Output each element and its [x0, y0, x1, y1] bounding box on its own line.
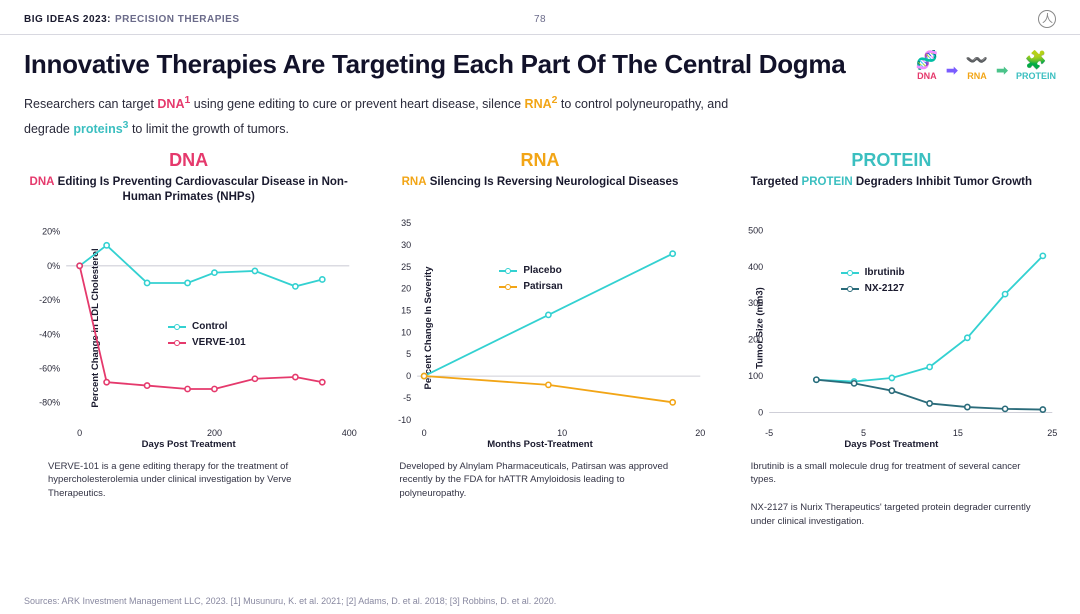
svg-text:0: 0	[406, 371, 411, 381]
svg-text:20: 20	[401, 283, 411, 293]
svg-text:25: 25	[1047, 427, 1057, 437]
svg-text:5: 5	[861, 427, 866, 437]
dna-subtitle: DNA Editing Is Preventing Cardiovascular…	[18, 175, 359, 207]
svg-text:200: 200	[207, 427, 222, 437]
dna-panel: DNA DNA Editing Is Preventing Cardiovasc…	[18, 150, 359, 529]
dna-chart: Percent Change in LDL Cholesterol 20%0%-…	[18, 213, 359, 443]
dna-icon: 🧬	[916, 51, 938, 69]
svg-text:500: 500	[748, 225, 763, 235]
dna-caption: VERVE-101 is a gene editing therapy for …	[18, 450, 359, 501]
sources-text: Sources: ARK Investment Management LLC, …	[24, 596, 556, 606]
dogma-rna-label: RNA	[967, 71, 987, 81]
arrow-icon: ➡	[996, 62, 1008, 79]
svg-text:20%: 20%	[42, 226, 60, 236]
rna-icon: 〰️	[966, 51, 988, 69]
protein-chart: Tumor Size (mm3) 5004003002001000-551525…	[721, 213, 1062, 443]
svg-text:-40%: -40%	[39, 329, 60, 339]
rna-heading: RNA	[520, 150, 559, 171]
protein-subtitle: Targeted PROTEIN Degraders Inhibit Tumor…	[751, 175, 1032, 207]
svg-text:200: 200	[748, 334, 763, 344]
rna-legend: PlaceboPatirsan	[499, 263, 562, 295]
rna-chart: Percent Change In Severity 3530252015105…	[369, 213, 710, 443]
svg-text:100: 100	[748, 371, 763, 381]
header-section: PRECISION THERAPIES	[115, 14, 240, 25]
rna-panel: RNA RNA Silencing Is Reversing Neurologi…	[369, 150, 710, 529]
intro-text: Researchers can target DNA1 using gene e…	[0, 85, 760, 146]
central-dogma-diagram: 🧬 DNA ➡ 〰️ RNA ➡ 🧩 PROTEIN	[916, 49, 1056, 81]
rna-caption: Developed by Alnylam Pharmaceuticals, Pa…	[369, 450, 710, 501]
svg-text:0: 0	[77, 427, 82, 437]
svg-text:-60%: -60%	[39, 363, 60, 373]
charts-row: DNA DNA Editing Is Preventing Cardiovasc…	[0, 146, 1080, 529]
svg-text:400: 400	[342, 427, 357, 437]
page-header: BIG IDEAS 2023: PRECISION THERAPIES 78	[0, 0, 1080, 35]
svg-text:400: 400	[748, 261, 763, 271]
svg-text:-20%: -20%	[39, 295, 60, 305]
dna-legend: ControlVERVE-101	[168, 319, 246, 351]
svg-text:-10: -10	[398, 414, 411, 424]
svg-text:5: 5	[406, 349, 411, 359]
svg-text:20: 20	[696, 427, 706, 437]
header-prefix: BIG IDEAS 2023:	[24, 14, 111, 25]
svg-text:-80%: -80%	[39, 397, 60, 407]
protein-panel: PROTEIN Targeted PROTEIN Degraders Inhib…	[721, 150, 1062, 529]
dna-heading: DNA	[169, 150, 208, 171]
svg-text:15: 15	[953, 427, 963, 437]
svg-text:-5: -5	[403, 393, 411, 403]
svg-text:0%: 0%	[47, 260, 60, 270]
arrow-icon: ➡	[946, 62, 958, 79]
svg-text:10: 10	[401, 327, 411, 337]
svg-text:0: 0	[422, 427, 427, 437]
svg-text:25: 25	[401, 261, 411, 271]
dogma-protein-label: PROTEIN	[1016, 71, 1056, 81]
protein-heading: PROTEIN	[851, 150, 931, 171]
svg-text:300: 300	[748, 298, 763, 308]
svg-text:35: 35	[401, 218, 411, 228]
svg-text:15: 15	[401, 305, 411, 315]
svg-text:30: 30	[401, 239, 411, 249]
svg-text:-5: -5	[765, 427, 773, 437]
page-number: 78	[534, 14, 546, 25]
ark-logo-icon	[1038, 10, 1056, 28]
svg-text:0: 0	[758, 407, 763, 417]
protein-icon: 🧩	[1025, 51, 1047, 69]
svg-text:10: 10	[557, 427, 567, 437]
protein-caption: Ibrutinib is a small molecule drug for t…	[721, 450, 1062, 529]
page-title: Innovative Therapies Are Targeting Each …	[24, 49, 916, 80]
dogma-dna-label: DNA	[917, 71, 937, 81]
rna-subtitle: RNA Silencing Is Reversing Neurological …	[402, 175, 679, 207]
protein-legend: IbrutinibNX-2127	[841, 265, 905, 297]
